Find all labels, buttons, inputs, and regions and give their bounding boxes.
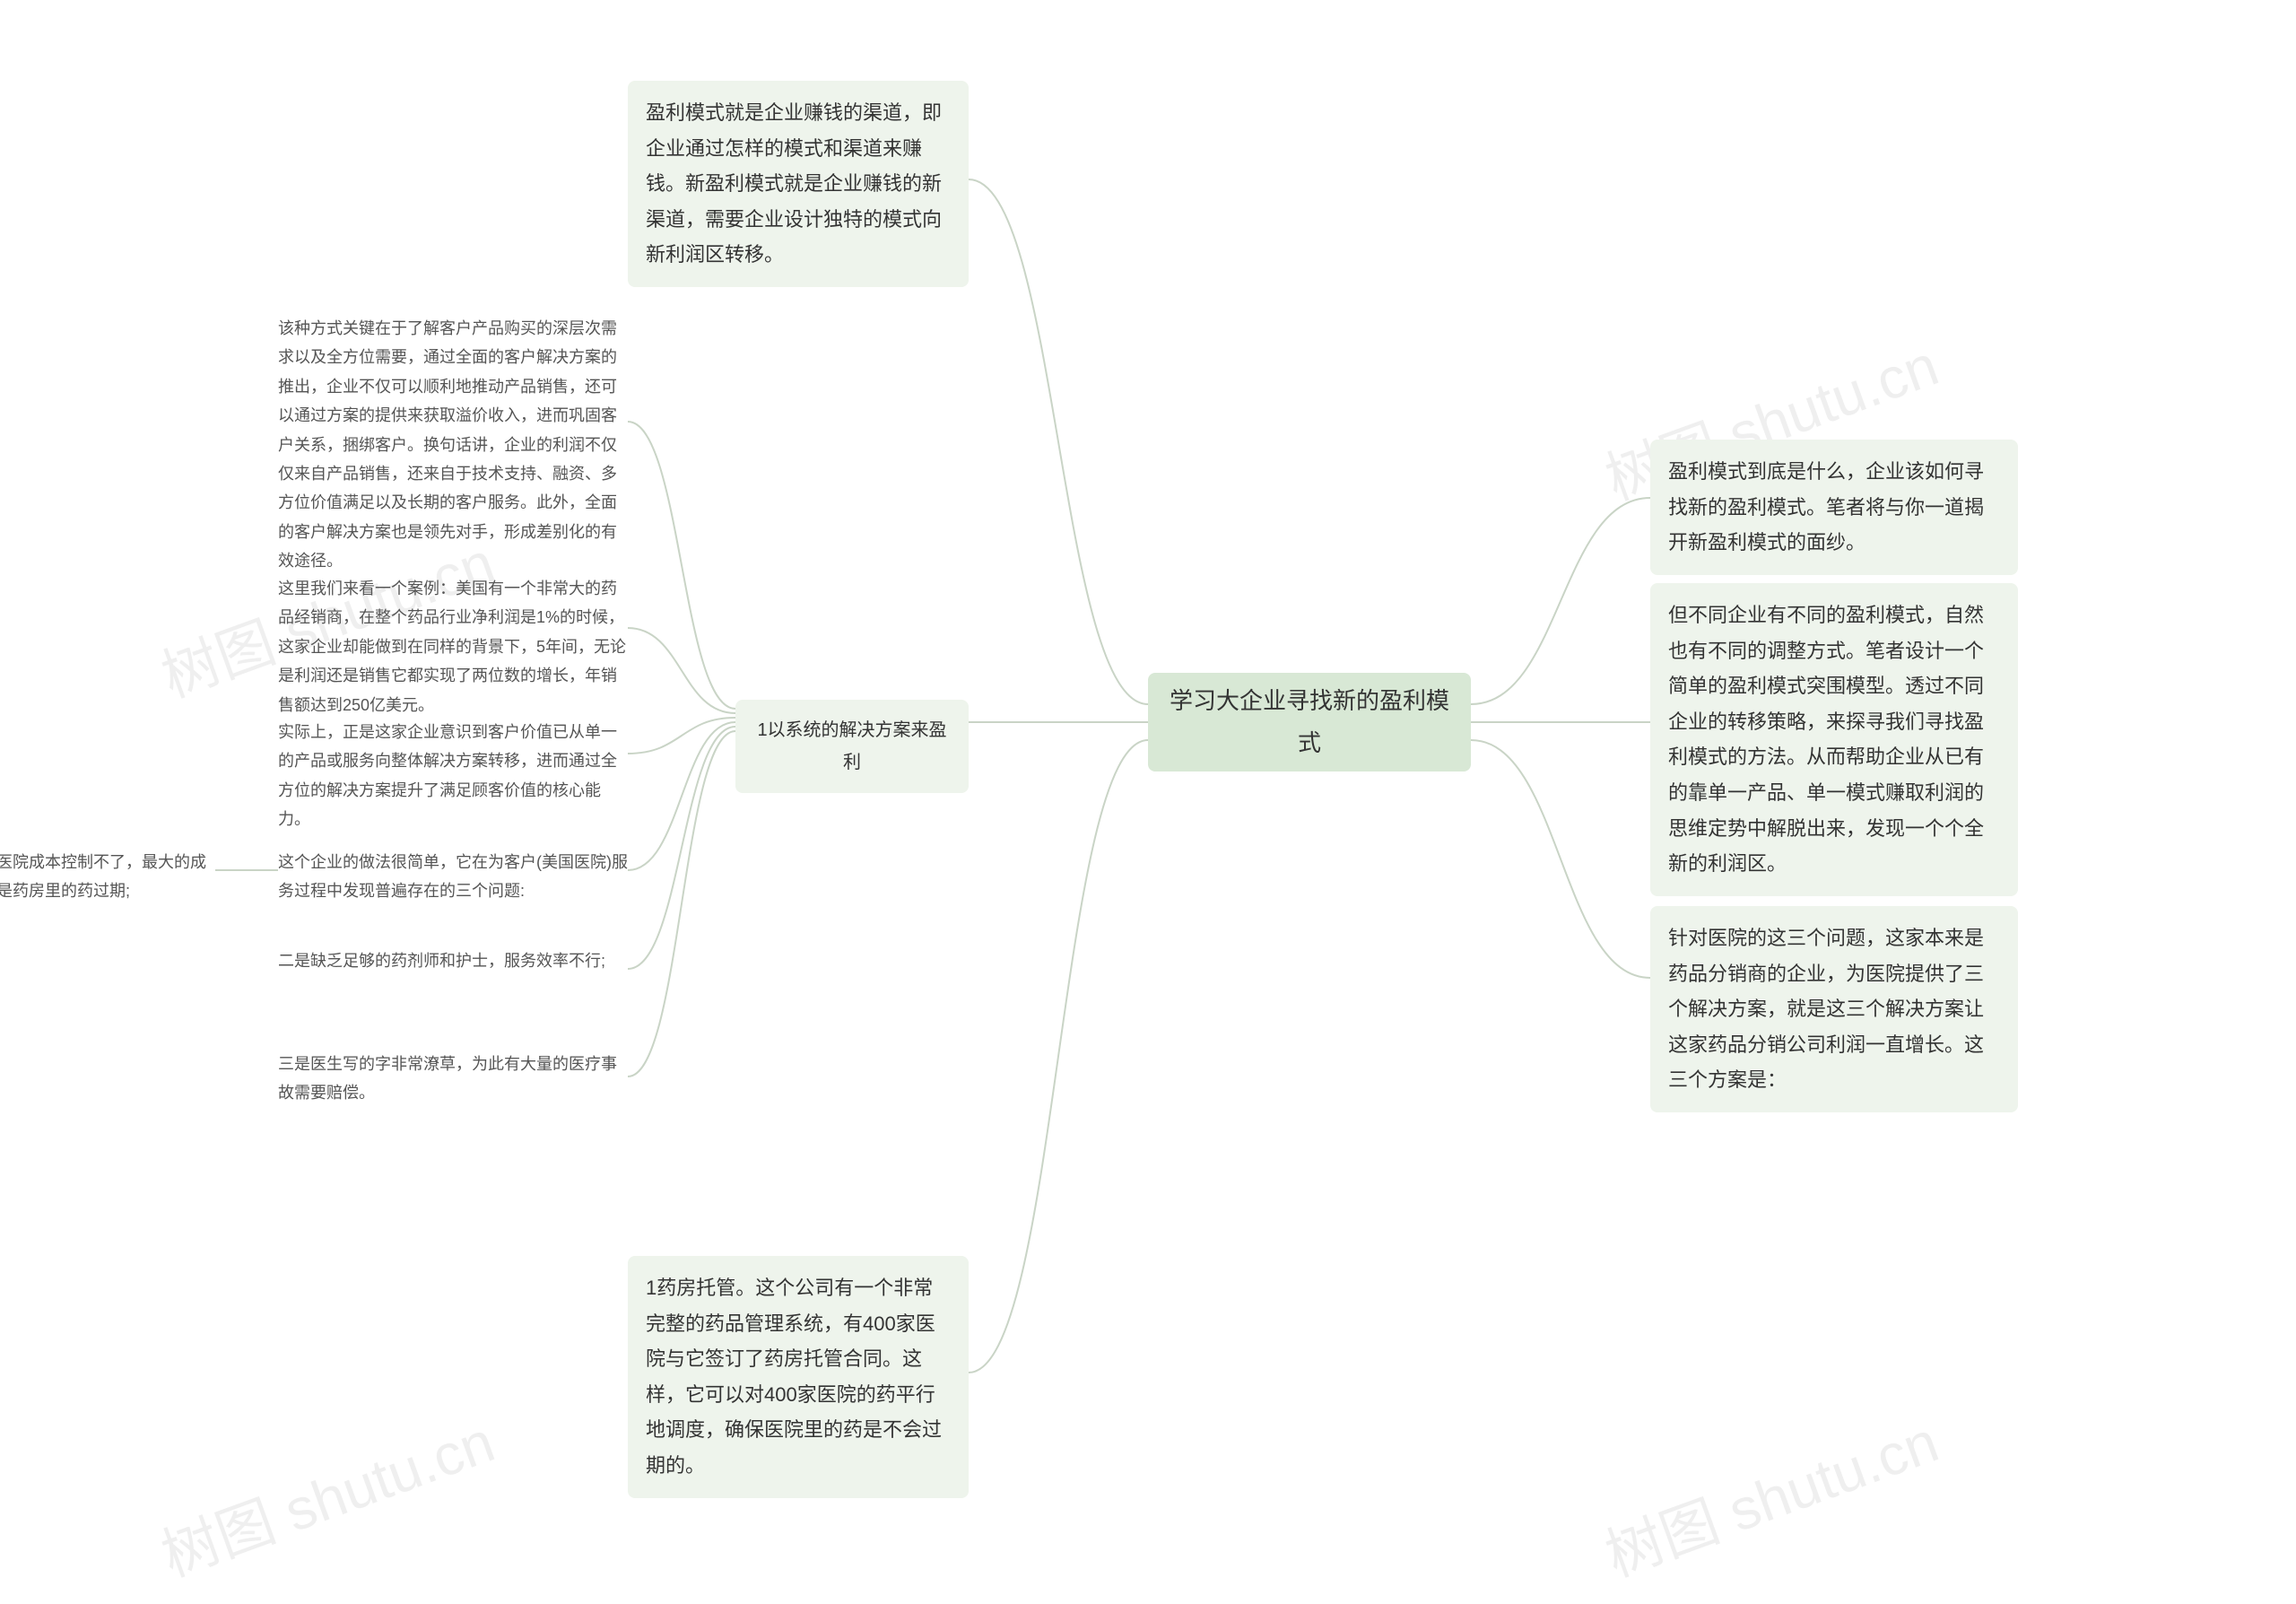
- left-main-node[interactable]: 1以系统的解决方案来盈利: [735, 700, 969, 793]
- left-sub-5[interactable]: 二是缺乏足够的药剂师和护士，服务效率不行;: [278, 946, 628, 975]
- left-sub-3[interactable]: 实际上，正是这家企业意识到客户价值已从单一的产品或服务向整体解决方案转移，进而通…: [278, 718, 628, 834]
- watermark: 树图 shutu.cn: [149, 1396, 504, 1592]
- left-sub-1[interactable]: 该种方式关键在于了解客户产品购买的深层次需求以及全方位需要，通过全面的客户解决方…: [278, 314, 628, 576]
- watermark: 树图 shutu.cn: [1593, 1396, 1948, 1592]
- left-sub-6[interactable]: 三是医生写的字非常潦草，为此有大量的医疗事故需要赔偿。: [278, 1050, 628, 1108]
- root-node[interactable]: 学习大企业寻找新的盈利模式: [1148, 673, 1471, 771]
- right-node-1[interactable]: 盈利模式到底是什么，企业该如何寻找新的盈利模式。笔者将与你一道揭开新盈利模式的面…: [1650, 440, 2018, 575]
- left-sub-4[interactable]: 这个企业的做法很简单，它在为客户(美国医院)服务过程中发现普遍存在的三个问题:: [278, 848, 628, 906]
- right-node-3[interactable]: 针对医院的这三个问题，这家本来是药品分销商的企业，为医院提供了三个解决方案，就是…: [1650, 906, 2018, 1112]
- right-node-2[interactable]: 但不同企业有不同的盈利模式，自然也有不同的调整方式。笔者设计一个简单的盈利模式突…: [1650, 583, 2018, 896]
- left-top-box[interactable]: 盈利模式就是企业赚钱的渠道，即企业通过怎样的模式和渠道来赚钱。新盈利模式就是企业…: [628, 81, 969, 287]
- left-bottom-box[interactable]: 1药房托管。这个公司有一个非常完整的药品管理系统，有400家医院与它签订了药房托…: [628, 1256, 969, 1498]
- mindmap-canvas: 树图 shutu.cn 树图 shutu.cn 树图 shutu.cn 树图 s…: [0, 0, 2296, 1604]
- left-sub-2[interactable]: 这里我们来看一个案例：美国有一个非常大的药品经销商，在整个药品行业净利润是1%的…: [278, 574, 628, 719]
- left-sub-4a[interactable]: 一是医院成本控制不了，最大的成本就是药房里的药过期;: [0, 848, 215, 906]
